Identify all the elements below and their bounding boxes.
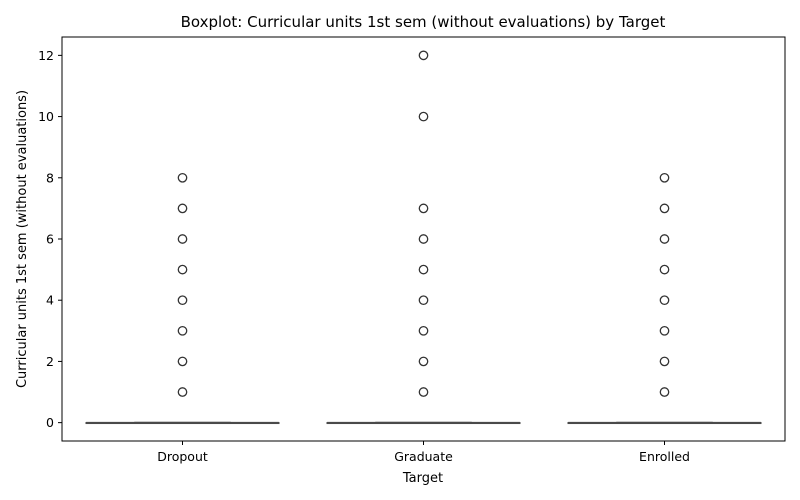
y-tick-label: 10 — [38, 109, 54, 124]
outlier-point — [418, 234, 429, 244]
outlier-point — [177, 203, 188, 214]
outlier-point — [177, 356, 188, 367]
outlier-point — [177, 387, 188, 397]
outlier-point — [418, 387, 429, 397]
x-tick-label: Enrolled — [639, 449, 690, 464]
x-tick-label: Dropout — [157, 449, 208, 464]
x-axis: Dropout Graduate Enrolled — [157, 441, 690, 464]
box-group-enrolled — [567, 172, 762, 425]
outlier-point — [177, 234, 188, 244]
box-group-graduate — [326, 50, 521, 425]
outlier-point — [177, 325, 188, 336]
box-group-dropout — [85, 172, 280, 425]
outlier-point — [177, 264, 188, 275]
y-tick-label: 2 — [46, 354, 54, 369]
y-tick-label: 12 — [38, 48, 54, 63]
y-tick-label: 0 — [46, 415, 54, 430]
y-tick-label: 4 — [46, 293, 54, 308]
outlier-point — [659, 387, 670, 397]
outlier-point — [659, 325, 670, 336]
outlier-point — [418, 325, 429, 336]
outlier-point — [659, 264, 670, 275]
x-axis-label: Target — [402, 471, 443, 486]
outlier-point — [177, 172, 188, 183]
outlier-point — [418, 50, 429, 61]
outlier-point — [659, 172, 670, 183]
x-tick-label: Graduate — [394, 449, 453, 464]
y-tick-label: 6 — [46, 232, 54, 247]
y-axis-label: Curricular units 1st sem (without evalua… — [15, 90, 30, 388]
outlier-point — [659, 356, 670, 367]
y-axis: 0 2 4 6 8 10 12 — [38, 48, 62, 430]
outlier-point — [418, 203, 429, 214]
outlier-point — [418, 111, 429, 122]
outlier-point — [177, 295, 188, 306]
outlier-point — [418, 356, 429, 367]
chart-title: Boxplot: Curricular units 1st sem (witho… — [181, 13, 666, 31]
outlier-point — [418, 295, 429, 306]
y-tick-label: 8 — [46, 170, 54, 185]
outlier-point — [659, 234, 670, 244]
outlier-point — [659, 203, 670, 214]
outlier-point — [418, 264, 429, 275]
plot-frame — [61, 36, 786, 442]
plot-area — [85, 50, 762, 425]
outlier-point — [659, 295, 670, 306]
